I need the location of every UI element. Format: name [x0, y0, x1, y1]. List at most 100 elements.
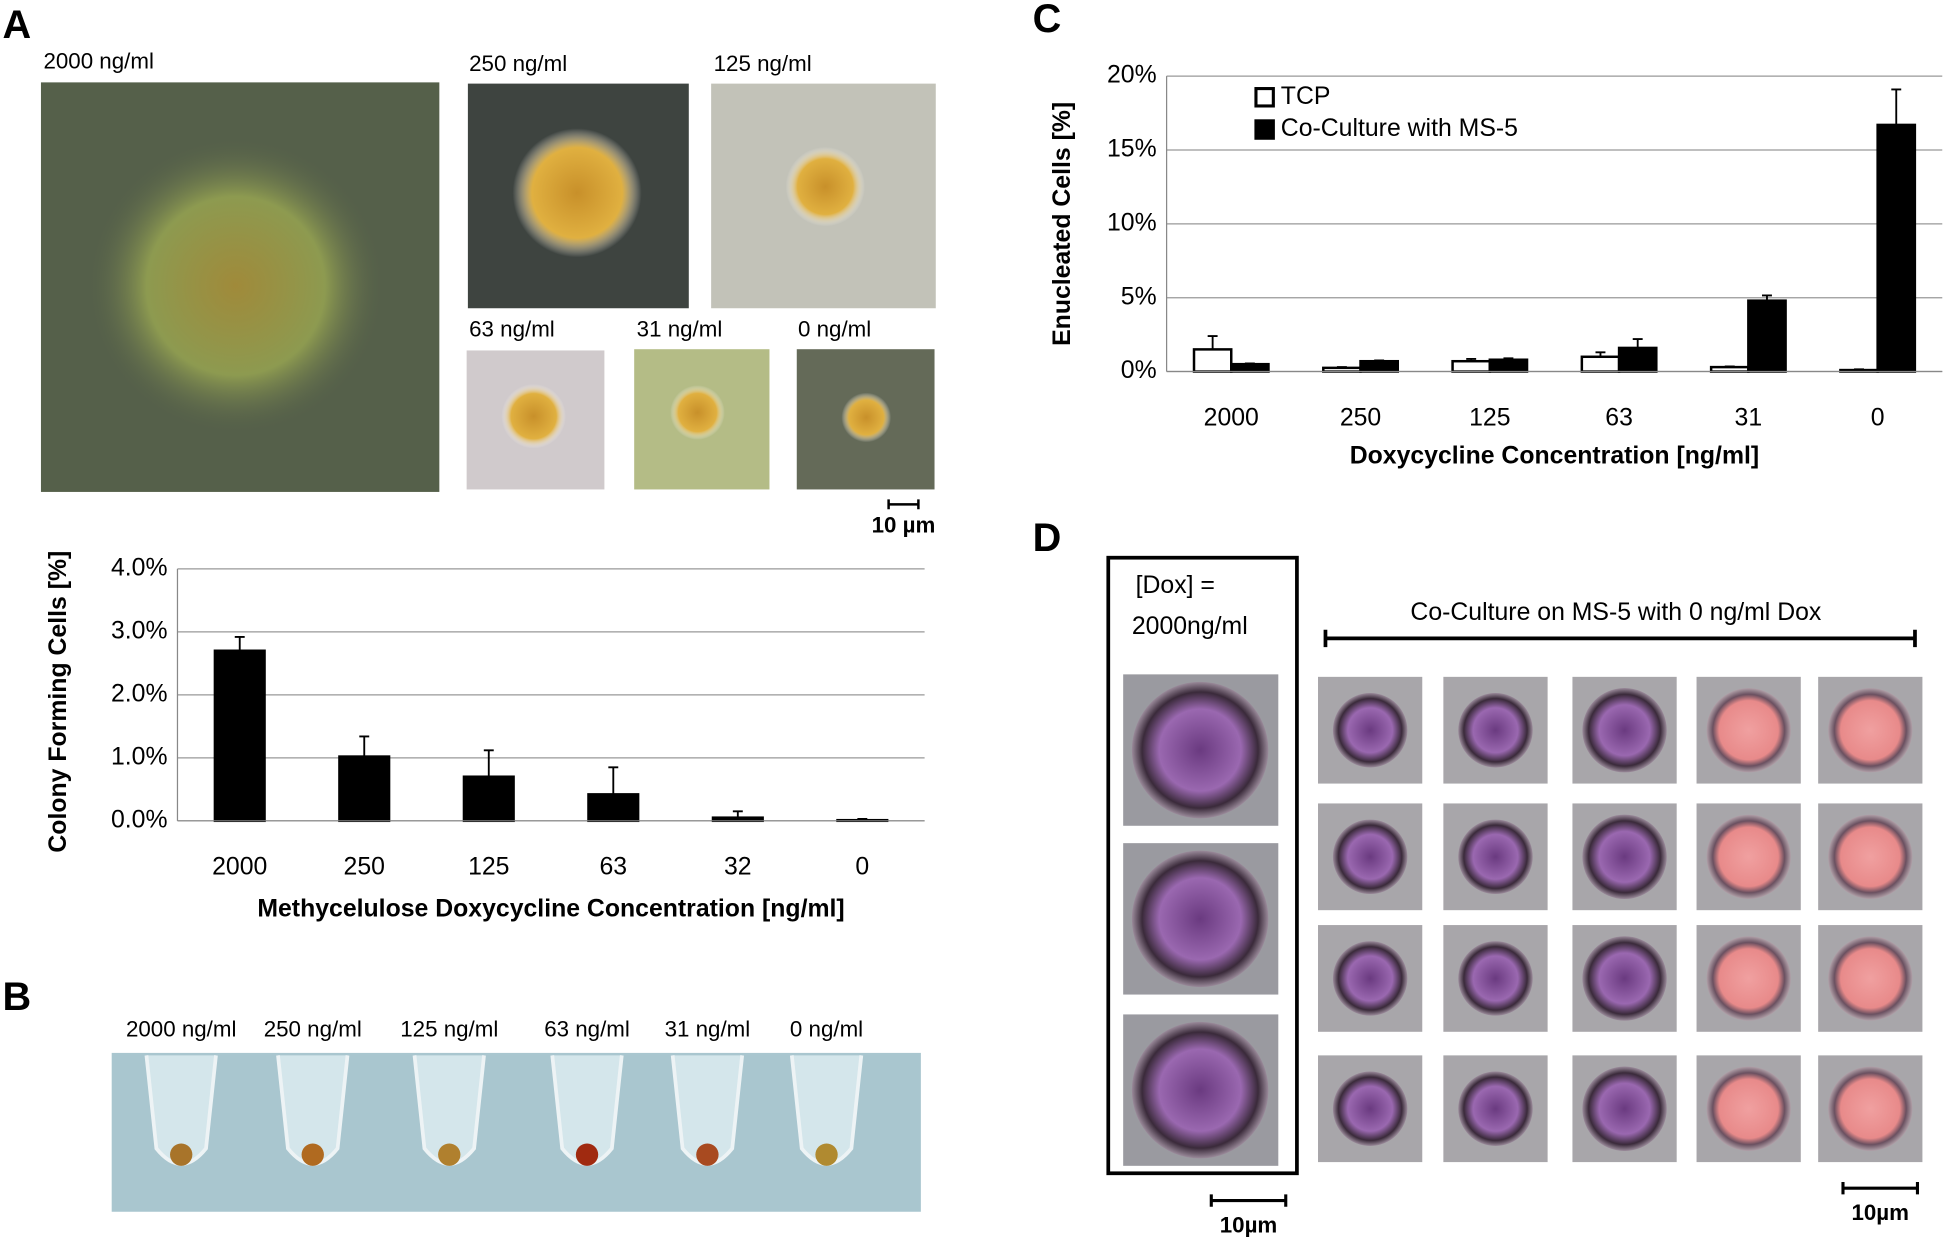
- x-tick-label: 250: [344, 854, 385, 881]
- legend-label: TCP: [1281, 83, 1331, 110]
- cell: [1332, 692, 1408, 768]
- bar: [1580, 355, 1621, 373]
- tube-photo: [111, 1052, 921, 1212]
- image-label: 125 ng/ml: [714, 51, 812, 76]
- x-tick-label: 0: [1871, 404, 1885, 431]
- x-tick-label: 0: [855, 854, 869, 881]
- cell: [1828, 1066, 1913, 1151]
- cell: [1458, 819, 1533, 895]
- bar: [1617, 346, 1658, 373]
- x-axis-label: Doxycycline Concentration [ng/ml]: [1350, 443, 1759, 470]
- x-axis-label: Methycelulose Doxycycline Concentration …: [257, 896, 844, 923]
- tube-label: 31 ng/ml: [665, 1016, 751, 1041]
- y-tick-label: 10%: [1107, 209, 1157, 236]
- bar: [338, 755, 391, 823]
- dox-label: 2000ng/ml: [1132, 613, 1248, 640]
- error-bar: [1374, 359, 1385, 362]
- legend-label: Co-Culture with MS-5: [1281, 115, 1518, 142]
- cell: [1332, 819, 1408, 895]
- cell-cluster: [501, 383, 566, 449]
- panel-label: C: [1033, 0, 1062, 41]
- bar: [1192, 348, 1233, 373]
- error-bar: [1336, 366, 1347, 369]
- tube-label: 0 ng/ml: [790, 1016, 863, 1041]
- bracket: [1323, 629, 1917, 648]
- x-tick-label: 2000: [1204, 404, 1259, 431]
- scale-bar: [887, 499, 920, 510]
- legend-swatch: [1254, 119, 1275, 140]
- error-bar: [1762, 294, 1772, 301]
- frame: [1106, 555, 1299, 1176]
- cell: [1582, 1066, 1667, 1151]
- pellet: [696, 1143, 719, 1166]
- image-label: 31 ng/ml: [637, 316, 723, 341]
- cell-cluster: [512, 128, 642, 258]
- tube-label: 250 ng/ml: [264, 1016, 362, 1041]
- y-tick-label: 20%: [1107, 62, 1157, 89]
- scale-bar: [1209, 1194, 1288, 1207]
- cell: [1706, 688, 1791, 773]
- y-axis-label: Colony Forming Cells [%]: [45, 551, 72, 853]
- bar: [1709, 365, 1750, 373]
- legend-swatch: [1254, 87, 1275, 108]
- error-bar: [359, 735, 370, 757]
- x-tick-label: 31: [1735, 404, 1763, 431]
- caption: Co-Culture on MS-5 with 0 ng/ml Dox: [1410, 599, 1822, 626]
- pellet: [575, 1143, 599, 1166]
- bar: [462, 775, 515, 823]
- scale-label: 10µm: [1220, 1213, 1278, 1238]
- x-tick-label: 2000: [212, 854, 267, 881]
- image-label: 2000 ng/ml: [43, 48, 153, 73]
- x-tick-label: 250: [1340, 404, 1381, 431]
- scale-bar: [1841, 1181, 1920, 1195]
- cell-cluster: [86, 136, 385, 435]
- y-tick-label: 0.0%: [111, 806, 168, 833]
- bar: [1451, 359, 1492, 373]
- x-tick-label: 63: [1605, 404, 1633, 431]
- cell: [1582, 814, 1667, 899]
- error-bar: [483, 749, 494, 777]
- error-bar: [732, 810, 743, 818]
- cell: [1332, 1071, 1408, 1146]
- x-tick-label: 125: [468, 854, 509, 881]
- cell: [1131, 850, 1269, 988]
- error-bar: [1466, 358, 1477, 362]
- error-bar: [1244, 362, 1255, 365]
- error-bar: [1207, 335, 1218, 350]
- panel-label: A: [2, 3, 31, 47]
- bar: [1230, 362, 1270, 373]
- panel-label: B: [2, 975, 31, 1019]
- error-bar: [1724, 365, 1735, 368]
- pellet: [170, 1143, 193, 1166]
- error-bar: [857, 817, 868, 821]
- y-tick-label: 3.0%: [111, 617, 168, 644]
- scale-label: 10 µm: [872, 513, 936, 538]
- y-tick-label: 0%: [1121, 357, 1157, 384]
- image-label: 250 ng/ml: [469, 51, 567, 76]
- pellet: [438, 1143, 461, 1166]
- error-bar: [1854, 368, 1864, 371]
- image-label: 0 ng/ml: [798, 316, 871, 341]
- cell: [1582, 936, 1667, 1021]
- x-tick-label: 32: [724, 854, 752, 881]
- y-tick-label: 2.0%: [111, 680, 168, 707]
- cell: [1706, 814, 1791, 899]
- y-tick-label: 4.0%: [111, 554, 168, 581]
- bar: [1747, 299, 1787, 373]
- dox-label: [Dox] =: [1136, 572, 1215, 599]
- cell: [1458, 692, 1533, 768]
- pellet: [301, 1143, 324, 1166]
- cell: [1706, 936, 1791, 1021]
- scale-label: 10µm: [1851, 1200, 1909, 1225]
- panel-label: D: [1033, 516, 1062, 560]
- cell: [1828, 936, 1913, 1021]
- x-tick-label: 125: [1469, 404, 1510, 431]
- error-bar: [608, 766, 619, 795]
- pellet: [815, 1143, 838, 1166]
- tube-label: 125 ng/ml: [400, 1016, 498, 1041]
- y-tick-label: 1.0%: [111, 743, 168, 770]
- tube-label: 63 ng/ml: [544, 1016, 630, 1041]
- cell: [1131, 1021, 1269, 1159]
- x-tick-label: 63: [599, 854, 627, 881]
